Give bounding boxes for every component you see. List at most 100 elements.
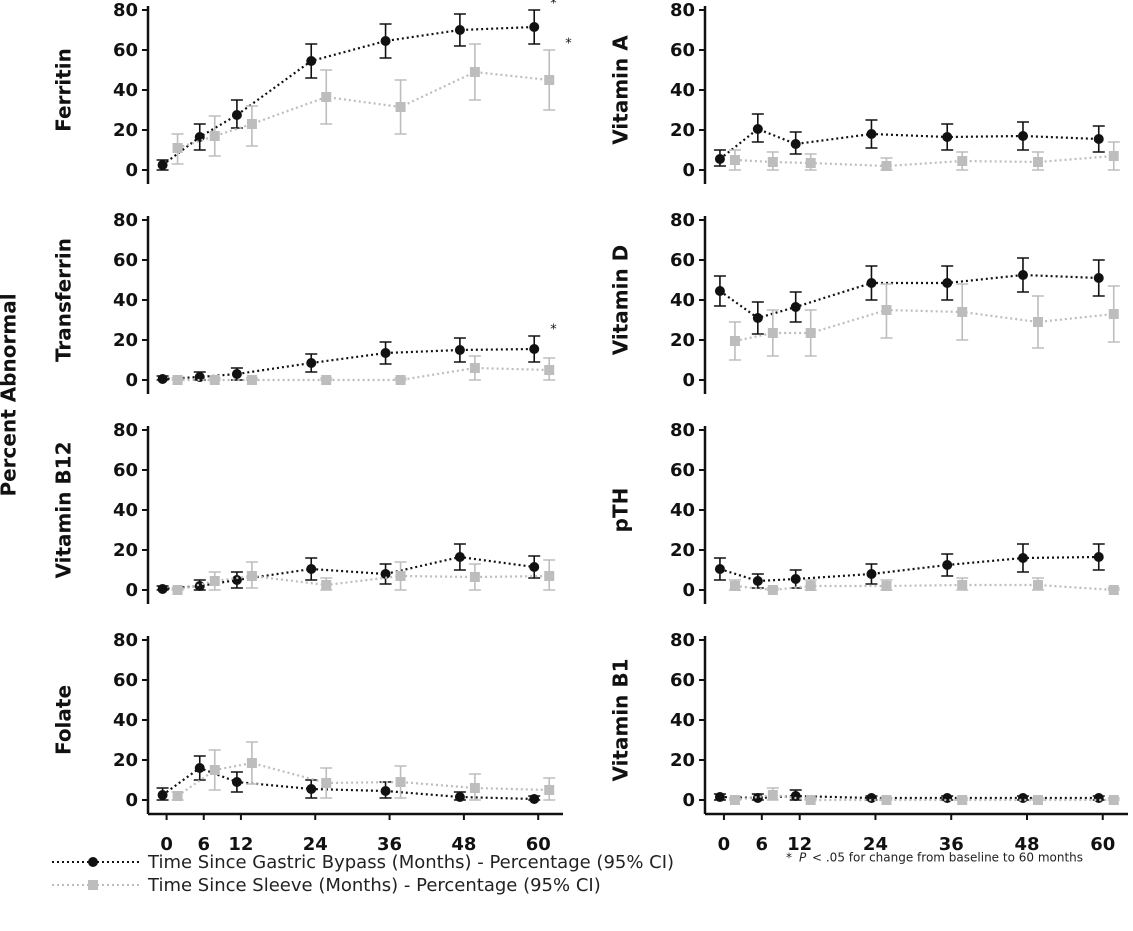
point xyxy=(1108,795,1119,805)
y-tick-label: 40 xyxy=(113,500,138,521)
panel-label: Transferrin xyxy=(52,238,76,362)
y-tick-label: 80 xyxy=(670,420,695,441)
point xyxy=(1017,270,1028,280)
point xyxy=(714,154,725,164)
x-tick-label: 48 xyxy=(451,834,476,855)
point xyxy=(380,36,391,46)
y-tick-label: 60 xyxy=(113,40,138,61)
annotation: * xyxy=(565,37,572,52)
y-tick-label: 80 xyxy=(670,210,695,231)
point xyxy=(866,129,877,139)
annotation: * xyxy=(550,323,557,338)
point xyxy=(246,571,257,581)
point xyxy=(714,564,725,574)
point xyxy=(1017,131,1028,141)
y-tick-label: 60 xyxy=(113,460,138,481)
point xyxy=(231,369,242,379)
point xyxy=(209,765,220,775)
point xyxy=(469,363,480,373)
point xyxy=(529,794,540,804)
point xyxy=(1108,585,1119,595)
panel-label: Folate xyxy=(52,685,76,755)
point xyxy=(454,25,465,35)
legend-marker xyxy=(88,880,98,890)
legend-marker xyxy=(88,857,98,867)
point xyxy=(805,795,816,805)
point xyxy=(767,585,778,595)
point xyxy=(1032,795,1043,805)
point xyxy=(321,778,332,788)
point xyxy=(306,564,317,574)
point xyxy=(194,372,205,382)
point xyxy=(209,375,220,385)
footnote-text: < .05 for change from baseline to 60 mon… xyxy=(812,851,1083,865)
point xyxy=(1108,151,1119,161)
panel-label: Ferritin xyxy=(52,48,76,132)
point xyxy=(790,791,801,801)
point xyxy=(866,278,877,288)
point xyxy=(209,131,220,141)
y-tick-label: 20 xyxy=(670,120,695,141)
point xyxy=(805,581,816,591)
panel-label: pTH xyxy=(609,488,633,533)
point xyxy=(246,758,257,768)
point xyxy=(729,795,740,805)
footnote-marker: * xyxy=(786,851,792,865)
y-tick-label: 40 xyxy=(670,290,695,311)
point xyxy=(767,328,778,338)
y-tick-label: 60 xyxy=(670,670,695,691)
annotation: * xyxy=(550,0,557,12)
y-tick-label: 20 xyxy=(113,750,138,771)
point xyxy=(1093,134,1104,144)
point xyxy=(881,795,892,805)
point xyxy=(957,156,968,166)
x-tick-label: 6 xyxy=(756,834,769,855)
point xyxy=(957,307,968,317)
y-tick-label: 0 xyxy=(682,790,695,811)
panel-label: Vitamin B1 xyxy=(609,658,633,781)
series-line xyxy=(734,308,1114,343)
point xyxy=(881,161,892,171)
point xyxy=(752,313,763,323)
point xyxy=(714,286,725,296)
point xyxy=(1032,157,1043,167)
point xyxy=(752,576,763,586)
y-tick-label: 60 xyxy=(670,460,695,481)
point xyxy=(157,374,168,384)
y-tick-label: 40 xyxy=(113,80,138,101)
point xyxy=(942,278,953,288)
x-tick-label: 60 xyxy=(1090,834,1115,855)
point xyxy=(380,786,391,796)
x-tick-label: 12 xyxy=(787,834,812,855)
point xyxy=(881,305,892,315)
series-line xyxy=(161,25,535,166)
y-tick-label: 0 xyxy=(125,580,138,601)
point xyxy=(194,581,205,591)
point xyxy=(767,157,778,167)
point xyxy=(469,783,480,793)
x-tick-label: 12 xyxy=(228,834,253,855)
point xyxy=(767,790,778,800)
point xyxy=(157,790,168,800)
y-tick-label: 40 xyxy=(113,710,138,731)
point xyxy=(957,580,968,590)
series-line xyxy=(719,127,1099,160)
point xyxy=(306,56,317,66)
x-tick-label: 6 xyxy=(197,834,210,855)
point xyxy=(729,581,740,591)
point xyxy=(454,552,465,562)
y-tick-label: 80 xyxy=(670,0,695,21)
point xyxy=(529,344,540,354)
point xyxy=(1093,552,1104,562)
y-tick-label: 60 xyxy=(670,250,695,271)
point xyxy=(866,793,877,803)
point xyxy=(544,365,555,375)
point xyxy=(942,560,953,570)
point xyxy=(321,92,332,102)
legend-label: Time Since Sleeve (Months) - Percentage … xyxy=(147,875,601,896)
footnote-p: P xyxy=(799,851,807,865)
point xyxy=(209,576,220,586)
panel-label: Vitamin A xyxy=(609,35,633,145)
point xyxy=(544,75,555,85)
